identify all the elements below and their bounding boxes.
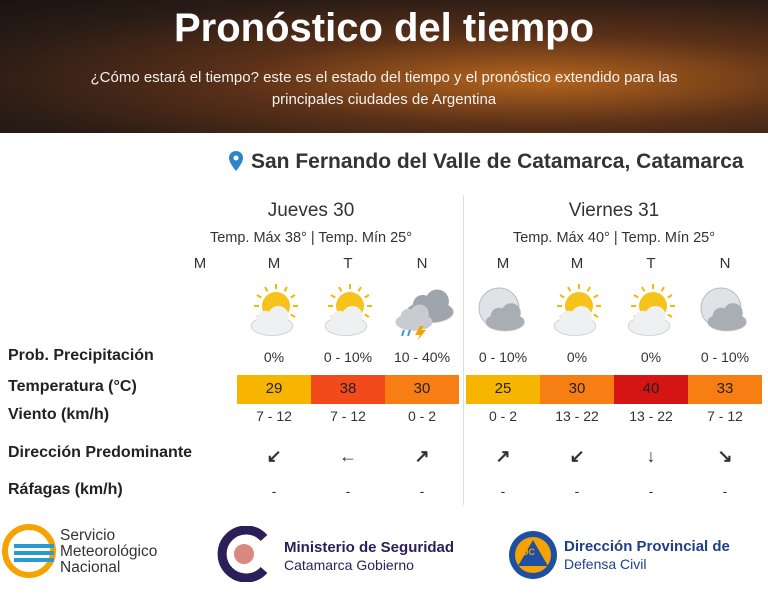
precip: 0 - 10% [700, 349, 750, 365]
period-label: M [570, 255, 584, 272]
weather-icon [395, 289, 454, 340]
wind-direction: ↓ [646, 446, 656, 466]
smn-logo [2, 524, 56, 578]
row-label: Temperatura (°C) [8, 378, 137, 395]
wind: 0 - 2 [407, 408, 437, 424]
wind-direction: ↘ [717, 446, 733, 466]
temperature-cell [688, 375, 762, 404]
gust: - [271, 483, 277, 499]
period-label: N [719, 255, 731, 272]
row-label: Prob. Precipitación [8, 347, 154, 364]
precip: 0% [566, 349, 588, 365]
row-label: Viento (km/h) [8, 406, 110, 423]
temperature-cell [540, 375, 614, 404]
wind: 7 - 12 [707, 408, 743, 424]
temperature: 38 [339, 380, 357, 397]
temperature-cell [237, 375, 311, 404]
period-label: M [193, 255, 207, 272]
temperature-cell [385, 375, 459, 404]
day-name: Jueves 30 [267, 200, 355, 221]
precip: 0% [640, 349, 662, 365]
wind-direction: ↗ [414, 446, 430, 466]
precip: 0 - 10% [478, 349, 528, 365]
period-label: T [343, 255, 353, 272]
period-label: M [267, 255, 281, 272]
civil-sub: Defensa Civil [564, 556, 647, 572]
location-pin [229, 151, 243, 171]
day-temps: Temp. Máx 38° | Temp. Mín 25° [209, 230, 413, 246]
weather-icon [324, 284, 372, 337]
wind: 13 - 22 [555, 408, 599, 424]
temperature-cell [466, 375, 540, 404]
period-label: M [496, 255, 510, 272]
temperature-cell [311, 375, 385, 404]
wind-direction: ↙ [569, 446, 585, 466]
wind: 7 - 12 [256, 408, 292, 424]
header-banner [0, 0, 768, 133]
gust: - [574, 483, 580, 499]
gust: - [722, 483, 728, 499]
temperature: 25 [494, 380, 512, 397]
ministry-sub: Catamarca Gobierno [284, 557, 414, 573]
precip: 0 - 10% [323, 349, 373, 365]
period-label: N [416, 255, 428, 272]
temperature: 33 [716, 380, 734, 397]
weather-icon [700, 287, 747, 332]
wind: 13 - 22 [629, 408, 673, 424]
gust: - [500, 483, 506, 499]
precip: 10 - 40% [393, 349, 451, 365]
day-name: Viernes 31 [568, 200, 660, 221]
smn-name: Servicio Meteorológico Nacional [60, 527, 158, 576]
ministry-logo [217, 526, 268, 582]
location: San Fernando del Valle de Catamarca, Cat… [251, 150, 744, 173]
wind: 0 - 2 [488, 408, 518, 424]
temperature: 30 [568, 380, 586, 397]
temperature: 40 [642, 380, 660, 397]
civil-name: Dirección Provincial de [564, 538, 730, 555]
civil-logo [509, 531, 557, 579]
page-title: Pronóstico del tiempo [173, 6, 595, 50]
day-temps: Temp. Máx 40° | Temp. Mín 25° [512, 230, 716, 246]
row-label: Ráfagas (km/h) [8, 481, 123, 498]
wind-direction: ↙ [266, 446, 282, 466]
ministry-name: Ministerio de Seguridad [284, 539, 455, 556]
wind: 7 - 12 [330, 408, 366, 424]
gust: - [345, 483, 351, 499]
temperature: 30 [413, 380, 431, 397]
civil-badge: DC [522, 547, 535, 557]
day-divider [463, 195, 464, 505]
precip: 0% [263, 349, 285, 365]
weather-icon [627, 284, 675, 337]
weather-icon [553, 284, 601, 337]
gust: - [648, 483, 654, 499]
row-label: Dirección Predominante [8, 444, 193, 461]
wind-direction: ← [339, 446, 357, 466]
wind-direction: ↗ [495, 446, 511, 466]
subtitle: ¿Cómo estará el tiempo? este es el estad… [90, 69, 678, 108]
gust: - [419, 483, 425, 499]
weather-icon [478, 287, 525, 332]
temperature-cell [614, 375, 688, 404]
weather-icon [250, 284, 298, 337]
temperature: 29 [265, 380, 283, 397]
period-label: T [646, 255, 656, 272]
